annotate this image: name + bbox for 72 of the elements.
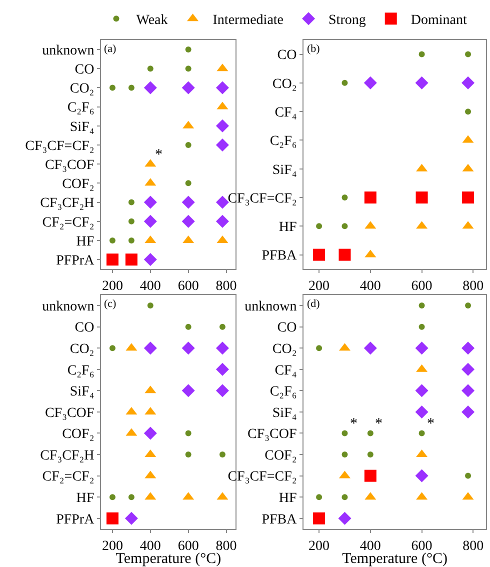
y-tick-label: CO₂: [272, 342, 297, 358]
y-tick-label: SiF₄: [272, 162, 297, 178]
legend-label: Dominant: [410, 13, 467, 28]
y-tick-label: CF₂=CF₂: [42, 215, 94, 230]
annotation: (b): [307, 43, 320, 55]
x-tick-label: 600: [178, 279, 199, 294]
y-tick-label: C₂F₆: [67, 363, 94, 378]
y-tick-label: CO: [74, 320, 94, 336]
y-tick-label: CF₃COF: [44, 406, 94, 421]
y-tick-label: CO: [277, 320, 297, 336]
y-tick-label: HF: [76, 234, 94, 250]
y-tick-label: HF: [278, 220, 297, 236]
annotation: (d): [307, 298, 320, 310]
y-tick-label: CF₄: [274, 363, 297, 378]
x-tick-label: 600: [178, 538, 199, 554]
annotation: (c): [104, 298, 117, 310]
annotation: *: [350, 416, 358, 432]
x-tick-label: 800: [462, 538, 484, 554]
y-tick-label: SiF₄: [70, 120, 94, 135]
y-tick-label: C₂F₆: [270, 384, 297, 400]
x-tick-label: 800: [216, 279, 237, 294]
y-tick-label: CF₃CF₂H: [40, 196, 94, 212]
legend-label: Intermediate: [212, 13, 284, 28]
y-tick-label: CF₃CF=CF₂: [228, 191, 297, 206]
y-tick-label: COF₂: [264, 448, 297, 464]
x-axis-title: Temperature (°C): [116, 551, 222, 567]
x-tick-label: 200: [308, 538, 330, 554]
y-tick-label: CF₃CF=CF₂: [228, 470, 297, 485]
annotation: (a): [104, 43, 117, 55]
y-tick-label: CO: [74, 62, 94, 78]
y-tick-label: CF₃COF: [247, 427, 297, 442]
legend-label: Weak: [136, 13, 168, 28]
y-tick-label: CO: [277, 48, 297, 64]
x-tick-label: 400: [140, 538, 161, 554]
y-tick-label: C₂F₆: [67, 100, 94, 116]
x-tick-label: 200: [102, 279, 123, 294]
y-tick-label: PFBA: [262, 512, 298, 528]
annotation: *: [155, 147, 162, 163]
x-tick-label: 800: [462, 279, 484, 294]
y-tick-label: unknown: [42, 43, 94, 58]
y-tick-label: CF₃COF: [44, 158, 94, 173]
y-tick-label: CO₂: [70, 342, 94, 358]
x-axis-title: Temperature (°C): [342, 551, 448, 567]
y-tick-label: CF₃CF₂H: [40, 448, 94, 464]
y-tick-label: SiF₄: [70, 384, 94, 400]
y-tick-label: COF₂: [62, 427, 94, 442]
y-tick-label: CO₂: [272, 76, 297, 92]
y-tick-label: CF₂=CF₂: [42, 470, 94, 485]
y-tick-label: PFBA: [262, 248, 298, 264]
y-tick-label: HF: [76, 490, 94, 506]
y-tick-label: CO₂: [70, 82, 94, 97]
y-tick-label: unknown: [42, 299, 94, 314]
legend-label: Strong: [328, 13, 366, 28]
y-tick-label: unknown: [244, 299, 297, 314]
y-tick-label: HF: [278, 490, 297, 506]
x-tick-label: 400: [360, 538, 381, 554]
y-tick-label: CF₄: [274, 105, 297, 120]
x-tick-label: 400: [360, 279, 381, 294]
x-tick-label: 600: [411, 538, 432, 554]
x-tick-label: 200: [308, 279, 330, 294]
annotation: *: [427, 416, 434, 432]
x-tick-label: 800: [216, 538, 237, 554]
x-tick-label: 400: [140, 279, 161, 294]
y-tick-label: C₂F₆: [270, 134, 297, 150]
x-tick-label: 600: [411, 279, 432, 294]
y-tick-label: CF₃CF=CF₂: [25, 138, 94, 154]
y-tick-label: SiF₄: [272, 406, 297, 421]
y-tick-label: PFPrA: [56, 253, 96, 268]
y-tick-label: COF₂: [62, 177, 94, 192]
y-tick-label: PFPrA: [56, 512, 96, 528]
annotation: *: [375, 416, 382, 432]
x-tick-label: 200: [102, 538, 123, 554]
